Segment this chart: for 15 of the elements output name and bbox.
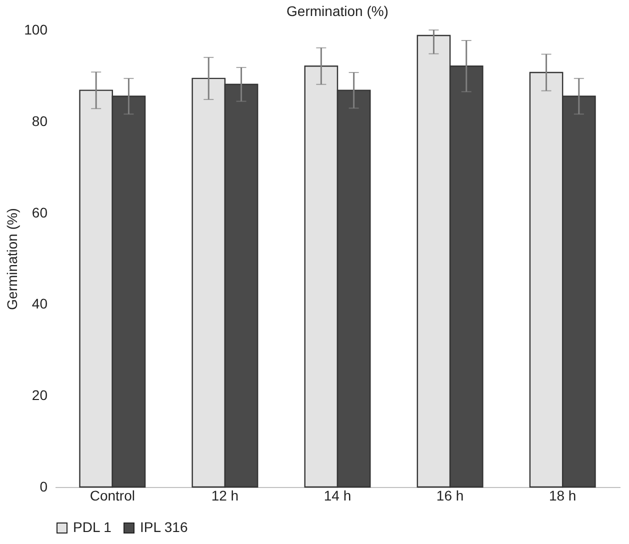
x-tick-label: 16 h (436, 488, 464, 504)
y-tick-label: 40 (32, 296, 48, 312)
y-tick-label: 60 (32, 204, 48, 220)
legend-label: IPL 316 (140, 519, 188, 535)
x-tick-label: Control (90, 488, 135, 504)
x-tick-label: 18 h (548, 488, 576, 504)
y-axis-title: Germination (%) (4, 208, 20, 310)
x-tick-label: 12 h (211, 488, 239, 504)
chart-title: Germination (%) (286, 3, 388, 19)
x-tick-label: 14 h (324, 488, 352, 504)
y-tick-label: 0 (40, 478, 48, 494)
legend-label: PDL 1 (73, 519, 112, 535)
y-tick-label: 80 (32, 112, 48, 129)
y-tick-label: 20 (32, 387, 48, 404)
y-tick-label: 100 (24, 22, 48, 38)
